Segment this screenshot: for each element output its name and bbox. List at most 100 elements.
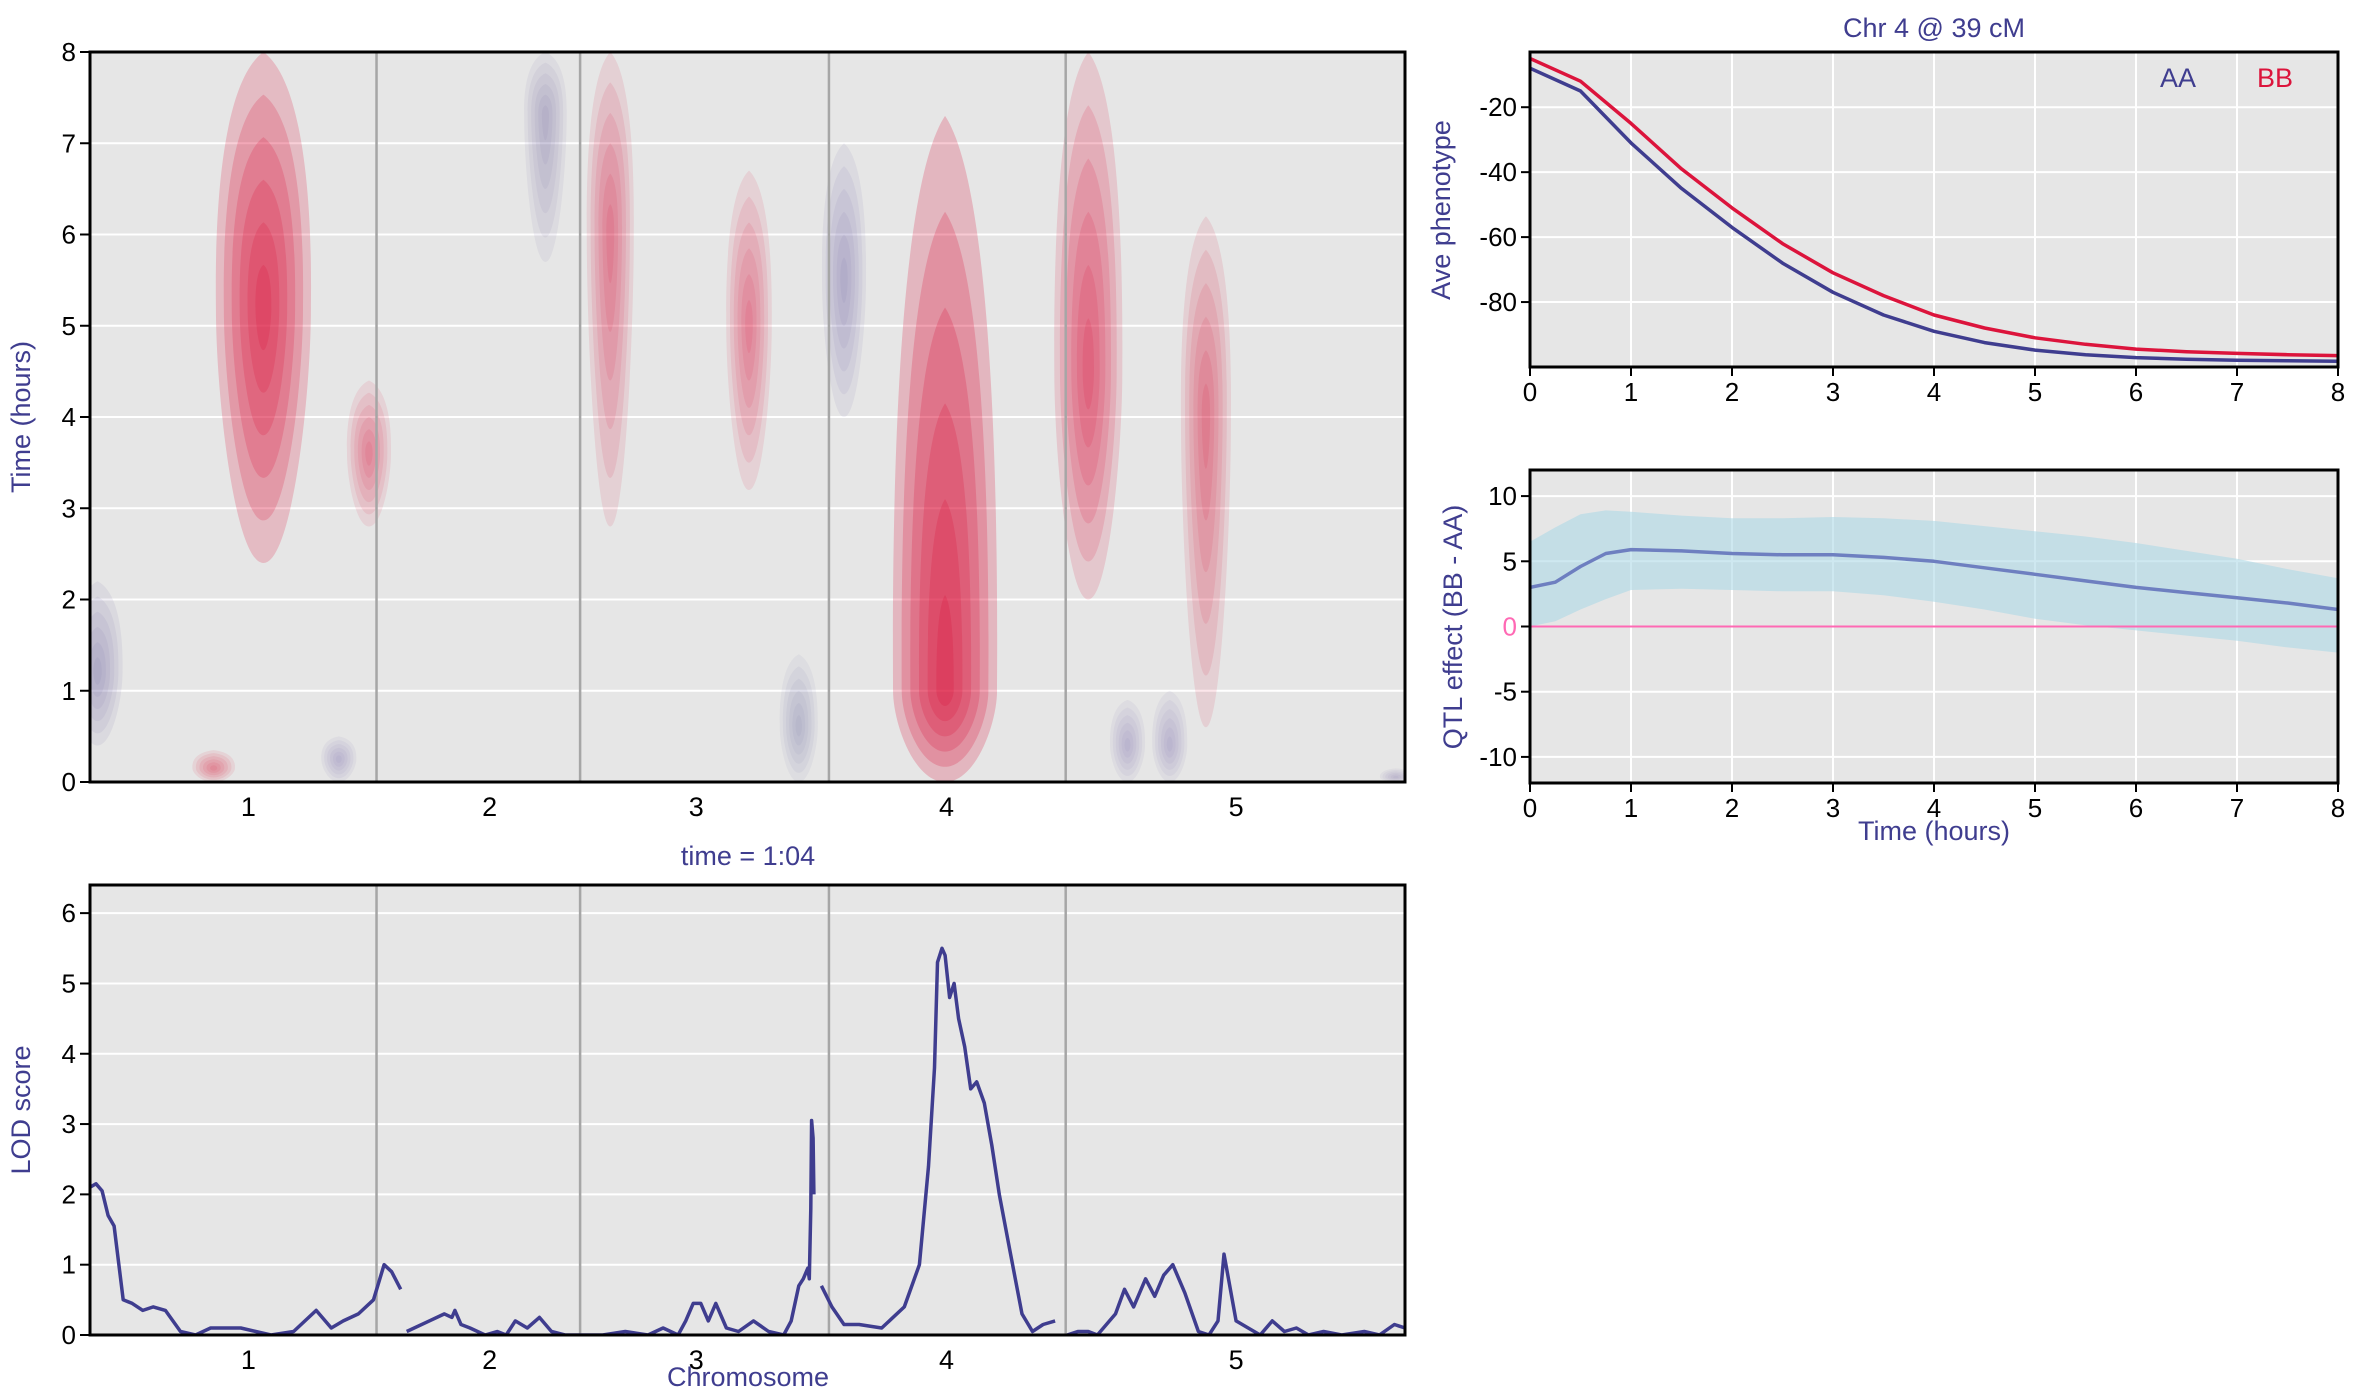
heatmap-blob [892, 115, 998, 782]
heatmap-blob-layer [1118, 722, 1137, 764]
heatmap-blob-layer [1124, 737, 1131, 752]
heatmap-xtick-label: 5 [1229, 792, 1244, 822]
lod-xtick-label: 5 [1229, 1345, 1244, 1375]
heatmap-blob-layer [789, 690, 809, 755]
heatmap-blob-layer [594, 112, 626, 430]
heatmap-blob-layer [90, 611, 115, 722]
heatmap-blob-layer [1158, 709, 1182, 770]
lod-plot-area [90, 885, 1405, 1335]
heatmap-blob [192, 750, 235, 782]
heatmap-blob-layer [327, 743, 351, 775]
effect-curve [1530, 547, 2338, 612]
effect-xtick-label: 2 [1725, 793, 1739, 823]
heatmap-blob [1180, 216, 1231, 728]
phenotype-ytick-label: -80 [1479, 287, 1517, 317]
lod-xtick-label: 4 [939, 1345, 954, 1375]
lod-ytick-label: 6 [62, 898, 76, 928]
heatmap-blob-layer [255, 264, 272, 351]
heatmap-blob-layer [195, 753, 232, 780]
effect-xtick-label: 0 [1523, 793, 1537, 823]
heatmap-blob-layer [1185, 249, 1227, 676]
effect-ci-band [1530, 510, 2338, 653]
heatmap-blob-layer [90, 626, 111, 709]
phenotype-curves [1530, 56, 2338, 363]
heatmap-ytick-label: 6 [62, 220, 76, 250]
lod-xtick-label: 1 [241, 1345, 256, 1375]
effect-panel: -10 -5 0 5 10 0 1 2 3 4 5 6 7 8 QTL effect (BB - AA)… [1438, 468, 2345, 846]
effect-xtick-label: 3 [1826, 793, 1840, 823]
heatmap-blob-layer [1189, 283, 1223, 624]
heatmap-blob-layer [206, 762, 221, 773]
phenotype-xtick-label: 2 [1725, 377, 1739, 407]
lod-x-ticks: 1 2 3 4 5 [241, 1345, 1244, 1375]
heatmap-blob-layer [782, 666, 815, 773]
effect-y-ticks: -10 -5 0 5 10 [1479, 481, 1530, 772]
phenotype-xtick-label: 6 [2129, 377, 2143, 407]
heatmap-blob-layer [1071, 211, 1106, 486]
heatmap-blob-layer [357, 417, 381, 490]
heatmap-blob-layer [602, 173, 619, 332]
effect-xtick-label: 7 [2230, 793, 2244, 823]
heatmap-blob-layer [1382, 769, 1405, 782]
heatmap-ytick-label: 8 [62, 37, 76, 67]
heatmap-blob-layer [836, 234, 852, 326]
heatmap-blob-layer [795, 715, 802, 737]
heatmap-blob-layer [350, 392, 388, 515]
heatmap-blob-layer [829, 188, 859, 372]
heatmap-y-ticks: 0 1 2 3 4 5 6 7 8 [62, 37, 90, 797]
effect-xtick-label: 4 [1927, 793, 1941, 823]
effect-xtick-label: 8 [2331, 793, 2345, 823]
effect-xtick-label: 1 [1624, 793, 1638, 823]
heatmap-blob-layer [1059, 105, 1117, 562]
heatmap-blob-layer [586, 52, 634, 527]
heatmap-blob-layer [534, 83, 557, 189]
phenotype-xtick-label: 5 [2028, 377, 2042, 407]
heatmap-blob-layer [210, 765, 218, 771]
lod-curves [90, 946, 1405, 1335]
phenotype-ytick-label: -40 [1479, 157, 1517, 187]
lod-curve-chr4 [819, 946, 1056, 1334]
effect-marks [1530, 510, 2338, 653]
heatmap-blob-layer [1082, 318, 1094, 410]
heatmap-blob [524, 52, 567, 262]
heatmap-blob-layer [590, 82, 630, 478]
heatmap-ytick-label: 5 [62, 311, 76, 341]
heatmap-blob-layer [531, 73, 560, 214]
heatmap-blob-layer [918, 403, 972, 737]
heatmap-blob-layer [324, 740, 354, 779]
phenotype-ytick-label: -20 [1479, 92, 1517, 122]
legend-bb: BB [2257, 63, 2293, 93]
heatmap-blob-layer [231, 137, 296, 478]
heatmap-x-ticks: 1 2 3 4 5 [241, 792, 1244, 822]
heatmap-blob-layer [1385, 771, 1405, 781]
heatmap-blob-layer [223, 94, 304, 521]
heatmap-blob-layer [598, 143, 623, 381]
lod-ytick-label: 0 [62, 1320, 76, 1350]
heatmap-blob-layer [90, 642, 106, 697]
heatmap-blob-layer [792, 702, 806, 746]
lod-y-ticks: 0 1 2 3 4 5 6 [62, 898, 90, 1350]
heatmap-blob [1054, 52, 1123, 600]
heatmap-ytick-label: 1 [62, 676, 76, 706]
heatmap-blob-layer [832, 211, 856, 349]
heatmap-blob-layer [361, 429, 377, 478]
heatmap-blob-layer [239, 179, 288, 436]
heatmap-blob-layer [733, 222, 765, 436]
lod-chr-separators [375, 885, 1067, 1335]
lod-panel: time = 1:04 0 1 2 3 4 5 6 1 2 3 4 5 LOD score Chro… [6, 841, 1407, 1392]
heatmap-blob-layer [1387, 772, 1404, 780]
heatmap-blob-layer [346, 380, 392, 527]
heatmap-blob-layer [606, 204, 615, 284]
heatmap-blob-layer [332, 751, 345, 767]
heatmap-blob [215, 52, 312, 563]
heatmap-blob-layer [90, 581, 123, 746]
phenotype-y-ticks: -20 -40 -60 -80 [1479, 92, 1530, 317]
heatmap-blob [779, 654, 818, 782]
heatmap-blob-layer [192, 750, 235, 782]
heatmap-blob-layer [927, 499, 963, 722]
phenotype-title: Chr 4 @ 39 cM [1843, 13, 2025, 43]
heatmap-blob [1379, 768, 1405, 782]
effect-ytick-label: 10 [1488, 481, 1517, 511]
heatmap-blob-layer [215, 52, 312, 563]
